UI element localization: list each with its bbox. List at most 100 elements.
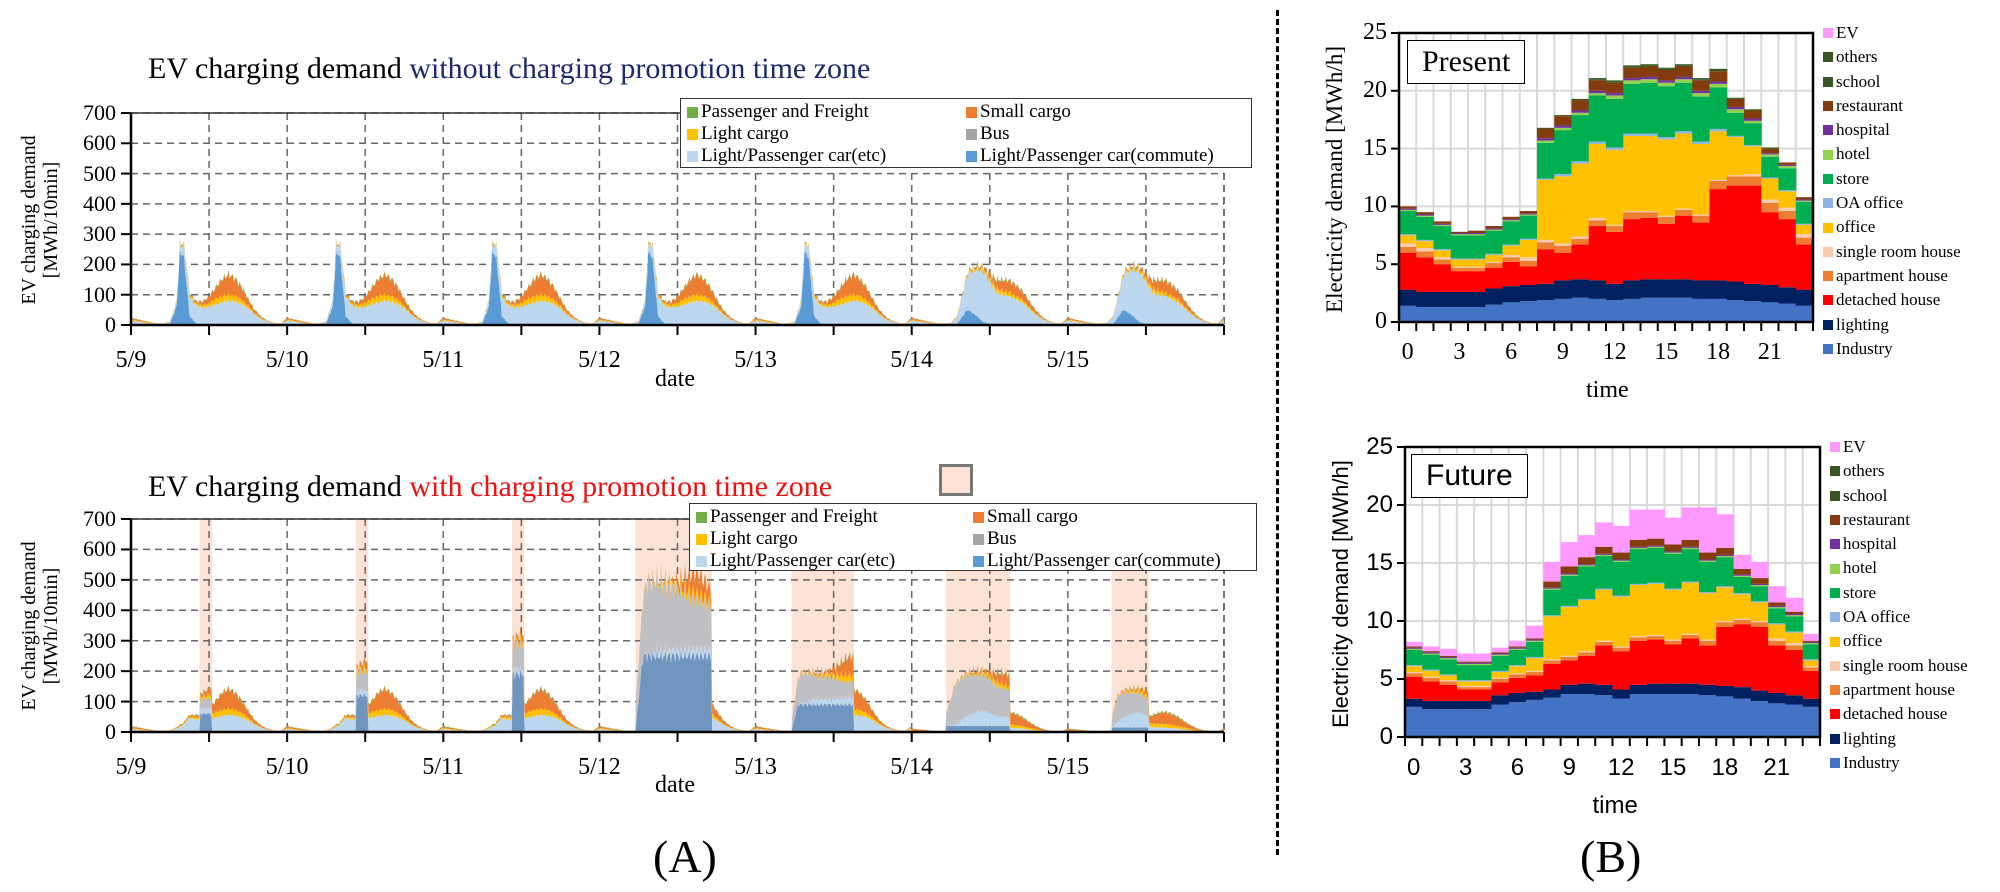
panel-label-a: (A) xyxy=(653,831,717,882)
bar-segment-oa-office xyxy=(1519,238,1538,240)
y-tick-label: 300 xyxy=(83,221,116,247)
bar-segment-office xyxy=(1612,596,1631,647)
bar-segment-store xyxy=(1554,130,1572,175)
x-tick-label: 5/10 xyxy=(265,754,309,780)
bar-segment-single-room-house xyxy=(1519,257,1538,261)
bar-segment-ev xyxy=(1543,561,1562,582)
bar-segment-restaurant xyxy=(1519,211,1538,214)
legend-label: Light/Passenger car(etc) xyxy=(710,550,896,571)
bar-segment-hospital xyxy=(1802,641,1821,644)
bar-segment-oa-office xyxy=(1560,605,1579,608)
bar-segment-industry xyxy=(1761,302,1779,322)
bar-segment-hospital xyxy=(1502,219,1521,221)
bar-segment-lighting xyxy=(1422,701,1441,710)
bar-segment-single-room-house xyxy=(1491,677,1510,679)
bar-segment-hospital xyxy=(1640,76,1659,80)
bar-segment-restaurant xyxy=(1571,100,1590,111)
bar-segment-industry xyxy=(1698,695,1717,737)
bar-segment-industry xyxy=(1422,709,1441,737)
bar-segment-hospital xyxy=(1629,546,1648,548)
bar-segment-hospital xyxy=(1761,153,1779,155)
bar-segment-detached-house xyxy=(1571,244,1590,280)
bar-segment-apartment-house xyxy=(1595,641,1613,646)
top-chart-title: EV charging demand without charging prom… xyxy=(148,52,870,86)
bar-segment-detached-house xyxy=(1629,640,1648,685)
bar-segment-lighting xyxy=(1537,283,1555,301)
bar-segment-industry xyxy=(1433,306,1452,322)
bar-segment-apartment-house xyxy=(1761,202,1779,213)
bar-segment-hospital xyxy=(1595,553,1613,555)
legend-item: others xyxy=(1823,45,1961,69)
bar-segment-office xyxy=(1537,179,1555,240)
bar-segment-industry xyxy=(1485,304,1503,322)
bar-segment-store xyxy=(1681,549,1700,582)
bar-segment-office xyxy=(1664,589,1683,640)
x-tick-label: 6 xyxy=(1505,339,1518,365)
legend-swatch xyxy=(696,511,707,523)
legend-item: store xyxy=(1823,167,1961,191)
bar-segment-lighting xyxy=(1726,281,1745,301)
bar-segment-hospital xyxy=(1726,106,1745,110)
legend-swatch xyxy=(1830,515,1840,526)
bar-segment-restaurant xyxy=(1526,638,1544,640)
legend-label: OA office xyxy=(1836,193,1904,213)
legend-swatch xyxy=(1823,149,1833,160)
bar-segment-ev xyxy=(1647,509,1665,539)
legend-swatch xyxy=(1823,271,1833,282)
bar-segment-office xyxy=(1422,670,1441,677)
legend-swatch xyxy=(1823,173,1833,184)
bar-segment-others xyxy=(1623,65,1641,67)
bar-segment-restaurant xyxy=(1433,221,1452,224)
bar-segment-apartment-house xyxy=(1571,238,1590,245)
bar-segment-apartment-house xyxy=(1526,672,1544,676)
bar-segment-hospital xyxy=(1795,199,1814,201)
bar-segment-single-room-house xyxy=(1716,621,1735,623)
bar-segment-industry xyxy=(1491,704,1510,737)
bar-segment-hospital xyxy=(1519,213,1538,215)
bar-segment-apartment-house xyxy=(1744,176,1762,186)
bar-segment-store xyxy=(1768,608,1786,624)
bar-segment-lighting xyxy=(1802,698,1821,707)
bar-segment-ev xyxy=(1526,625,1544,639)
bar-segment-restaurant xyxy=(1502,216,1521,220)
legend-label: office xyxy=(1843,631,1883,651)
bar-segment-single-room-house xyxy=(1560,655,1579,657)
bar-segment-hotel xyxy=(1785,615,1804,617)
bar-segment-store xyxy=(1450,235,1469,259)
legend-label: OA office xyxy=(1843,607,1911,627)
bar-segment-restaurant xyxy=(1716,547,1735,555)
bar-segment-restaurant xyxy=(1744,110,1762,119)
bar-segment-hotel xyxy=(1508,648,1527,650)
bar-segment-office xyxy=(1733,594,1752,619)
legend-label: lighting xyxy=(1836,314,1889,334)
bar-segment-oa-office xyxy=(1623,133,1641,136)
bar-segment-lighting xyxy=(1416,291,1434,307)
bar-segment-apartment-house xyxy=(1664,640,1683,645)
bar-segment-lighting xyxy=(1485,288,1503,305)
bar-segment-single-room-house xyxy=(1640,211,1659,213)
legend-swatch xyxy=(973,533,984,545)
bar-segment-detached-house xyxy=(1433,264,1452,292)
bar-segment-others xyxy=(1657,67,1676,69)
bar-segment-detached-house xyxy=(1623,219,1641,281)
legend-label: Small cargo xyxy=(980,101,1071,122)
bar-segment-lighting xyxy=(1733,687,1752,699)
bar-segment-apartment-house xyxy=(1519,260,1538,267)
bar-segment-hospital xyxy=(1709,81,1728,84)
legend-swatch xyxy=(1830,490,1840,501)
bar-segment-lighting xyxy=(1778,287,1797,304)
bar-segment-oa-office xyxy=(1422,669,1441,671)
bar-segment-restaurant xyxy=(1681,539,1700,547)
bar-segment-store xyxy=(1778,168,1797,191)
bar-segment-lighting xyxy=(1399,289,1417,306)
bottom-legend: Passenger and Freight Small cargo Light ca… xyxy=(689,503,1257,571)
bar-segment-restaurant xyxy=(1405,646,1423,648)
bar-segment-oa-office xyxy=(1716,586,1735,588)
bar-segment-single-room-house xyxy=(1577,651,1596,653)
legend-swatch xyxy=(696,533,707,545)
bar-segment-oa-office xyxy=(1675,131,1693,134)
bar-segment-oa-office xyxy=(1405,665,1423,667)
bar-segment-office xyxy=(1657,139,1676,216)
bar-segment-store xyxy=(1405,650,1423,666)
bar-segment-hospital xyxy=(1681,546,1700,548)
